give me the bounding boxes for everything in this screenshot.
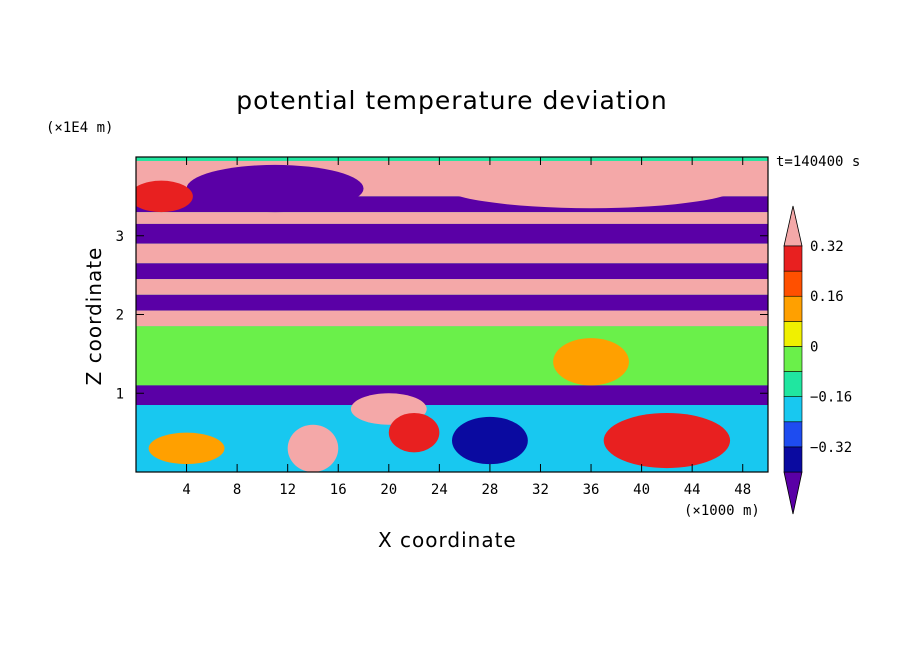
y-tick-label-0: 1 [116,386,124,402]
chart-title: potential temperature deviation [236,86,668,115]
x-tick-label-0: 4 [182,482,190,498]
field-band-6 [136,279,768,295]
colorbar-label-4: −0.32 [810,440,852,456]
field-band-2 [136,212,768,224]
field-feature-4 [603,412,731,469]
y-axis: 1 2 3 [116,229,768,402]
field-feature-7 [388,412,440,453]
y-tick-label-1: 2 [116,308,124,324]
y-tick-label-2: 3 [116,229,124,245]
colorbar-segment-1 [783,421,803,448]
colorbar-label-0: 0.32 [810,239,844,255]
x-axis-multiplier: (×1000 m) [684,503,760,519]
colorbar-segment-2 [783,396,803,423]
field-band-5 [136,263,768,280]
field-feature-3 [553,338,629,386]
x-axis-label: X coordinate [378,528,517,552]
x-tick-label-9: 40 [633,482,650,498]
x-tick-label-4: 20 [380,482,397,498]
field-feature-1 [439,160,743,209]
colorbar-segment-0 [783,446,803,473]
colorbar-segment-7 [783,270,803,297]
colorbar-segment-3 [783,371,803,397]
colorbar-extend-min [783,471,803,515]
field-feature-5 [287,424,339,472]
field-band-4 [136,243,768,264]
field-band-7 [136,294,768,311]
x-tick-label-10: 44 [684,482,701,498]
colorbar-segment-8 [783,245,803,272]
x-tick-label-7: 32 [532,482,549,498]
colorbar-label-1: 0.16 [810,289,844,305]
colorbar-segment-6 [783,295,803,322]
field-band-8 [136,310,768,327]
field-feature-2 [136,180,193,213]
y-axis-multiplier: (×1E4 m) [46,120,114,136]
colorbar-label-3: −0.16 [810,390,852,406]
colorbar-extend-max [783,205,803,247]
x-tick-label-3: 16 [330,482,347,498]
x-axis: 4 8 12 16 20 24 28 32 36 40 44 48 [182,157,751,498]
x-tick-label-11: 48 [734,482,751,498]
colorbar: 0.32 0.16 0 −0.16 −0.32 [783,205,852,515]
colorbar-segment-5 [783,321,803,347]
contour-field [136,157,768,472]
colorbar-label-2: 0 [810,339,818,355]
x-tick-label-6: 28 [481,482,498,498]
field-band-3 [136,223,768,244]
x-tick-label-5: 24 [431,482,448,498]
x-tick-label-2: 12 [279,482,296,498]
field-feature-8 [148,432,225,465]
colorbar-segment-4 [783,346,803,372]
field-feature-9 [452,416,528,465]
field-band-10 [136,385,768,406]
field-feature-0 [186,164,364,213]
time-label: t=140400 s [776,154,861,170]
field-band-9 [136,326,768,386]
x-tick-label-8: 36 [583,482,600,498]
x-tick-label-1: 8 [233,482,241,498]
